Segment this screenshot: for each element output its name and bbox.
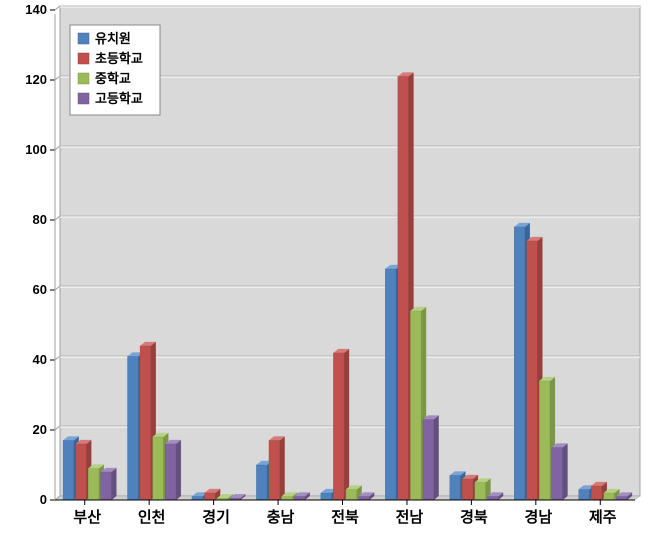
legend-label: 초등학교 bbox=[95, 51, 143, 66]
bar-front bbox=[616, 497, 627, 501]
y-tick-label: 120 bbox=[25, 72, 47, 87]
y-tick-label: 0 bbox=[40, 492, 47, 507]
bar-front bbox=[591, 486, 602, 500]
bar-front bbox=[539, 381, 550, 500]
x-tick-label: 경기 bbox=[202, 508, 230, 526]
bar-front bbox=[88, 469, 99, 501]
bar-front bbox=[552, 448, 563, 501]
y-tick-label: 100 bbox=[25, 142, 47, 157]
bar-front bbox=[450, 476, 461, 501]
y-tick-label: 40 bbox=[33, 352, 47, 367]
bar-front bbox=[256, 465, 267, 500]
bar-front bbox=[514, 227, 525, 500]
bar-front bbox=[153, 437, 164, 500]
bar-front bbox=[579, 490, 590, 501]
y-tick-label: 60 bbox=[33, 282, 47, 297]
bar-front bbox=[423, 420, 434, 501]
x-tick-label: 제주 bbox=[589, 509, 617, 526]
bar-front bbox=[385, 269, 396, 500]
bar-front bbox=[398, 77, 409, 501]
bar-front bbox=[282, 497, 293, 501]
legend-swatch bbox=[78, 73, 89, 84]
bar-side bbox=[434, 416, 439, 501]
bar-front bbox=[462, 479, 473, 500]
y-tick-diagonal bbox=[55, 426, 60, 430]
bar-front bbox=[321, 493, 332, 500]
bar-front bbox=[527, 241, 538, 500]
legend-swatch bbox=[78, 93, 89, 104]
y-tick-diagonal bbox=[55, 6, 60, 10]
bar-front bbox=[192, 497, 203, 501]
bar-front bbox=[205, 493, 216, 500]
y-tick-label: 20 bbox=[33, 422, 47, 437]
bar-front bbox=[269, 441, 280, 501]
bar-front bbox=[475, 483, 486, 501]
bar-front bbox=[346, 490, 357, 501]
bar-side bbox=[176, 440, 181, 500]
y-tick-label: 80 bbox=[33, 212, 47, 227]
bar-side bbox=[344, 349, 349, 500]
bar-front bbox=[140, 346, 151, 500]
y-tick-diagonal bbox=[55, 76, 60, 80]
bar-front bbox=[165, 444, 176, 500]
bar-front bbox=[333, 353, 344, 500]
y-tick-diagonal bbox=[55, 356, 60, 360]
legend-label: 고등학교 bbox=[95, 91, 143, 106]
x-tick-label: 충남 bbox=[267, 509, 295, 526]
x-tick-label: 전북 bbox=[331, 509, 359, 526]
bar-side bbox=[563, 444, 568, 501]
legend-label: 중학교 bbox=[95, 71, 131, 86]
x-tick-label: 경북 bbox=[460, 508, 488, 526]
y-tick-label: 140 bbox=[25, 2, 47, 17]
bar-front bbox=[294, 497, 305, 501]
bar-front bbox=[128, 357, 139, 501]
bar-front bbox=[410, 311, 421, 500]
legend-swatch bbox=[78, 53, 89, 64]
y-tick-diagonal bbox=[55, 286, 60, 290]
bar-front bbox=[101, 472, 112, 500]
y-tick-diagonal bbox=[55, 146, 60, 150]
bar-side bbox=[111, 468, 116, 500]
bar-front bbox=[63, 441, 74, 501]
bar-front bbox=[604, 493, 615, 500]
legend: 유치원초등학교중학교고등학교 bbox=[70, 25, 160, 115]
x-tick-label: 전남 bbox=[396, 509, 424, 526]
legend-label: 유치원 bbox=[95, 31, 131, 46]
y-tick-diagonal bbox=[55, 216, 60, 220]
x-tick-label: 부산 bbox=[73, 509, 101, 526]
bar-front bbox=[76, 444, 87, 500]
x-tick-label: 경남 bbox=[525, 508, 553, 526]
bar-front bbox=[487, 497, 498, 501]
bar-side bbox=[280, 437, 285, 501]
legend-swatch bbox=[78, 33, 89, 44]
x-tick-label: 인천 bbox=[138, 508, 166, 526]
bar-chart: 0 20 40 60 80 100 120 140 부산 인천 경기 충남 전북 전남 경북 경남 제주 유치원초… bbox=[0, 0, 655, 540]
bar-front bbox=[359, 497, 370, 501]
